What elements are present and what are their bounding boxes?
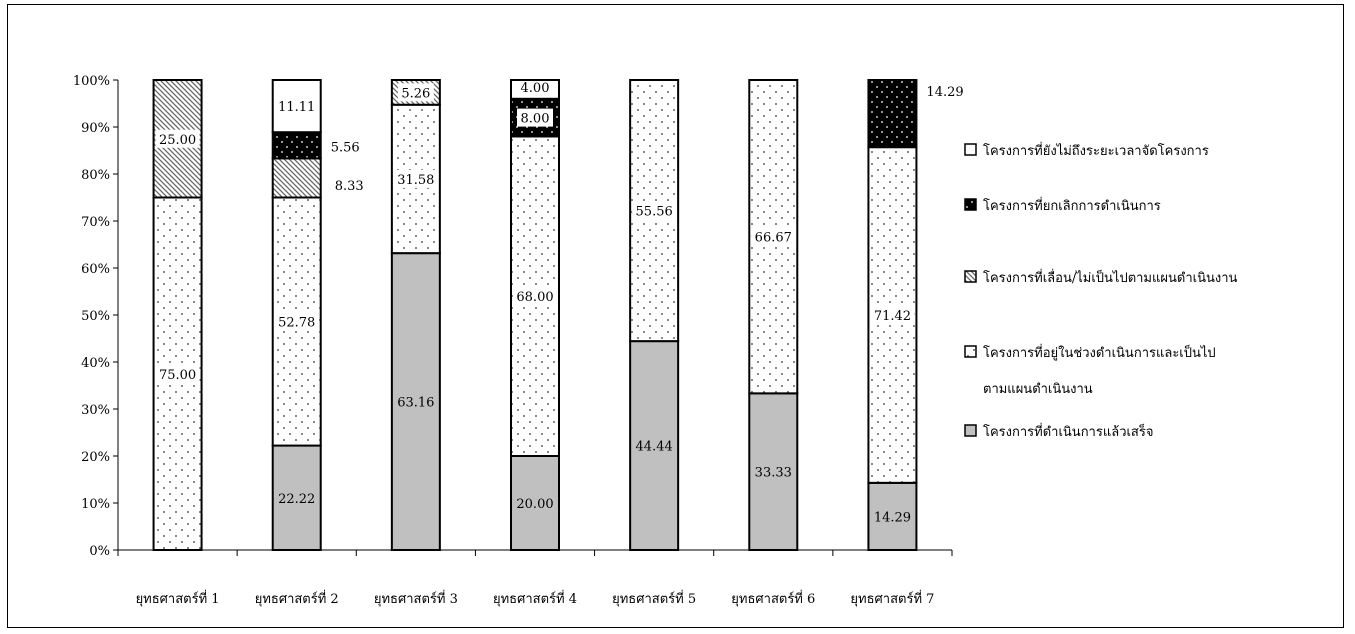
bars-group — [152, 79, 918, 552]
data-label: 22.22 — [278, 492, 315, 507]
y-tick-label: 40% — [81, 356, 110, 371]
data-label: 66.67 — [755, 231, 792, 246]
data-label-bg — [632, 201, 677, 220]
y-tick-label: 100% — [73, 74, 110, 89]
x-category-label: ยุทธศาสตร์ที่ 6 — [731, 590, 815, 607]
y-tick-label: 60% — [81, 262, 110, 277]
data-label-bg — [274, 312, 319, 331]
data-label: 33.33 — [755, 466, 792, 481]
data-label: 71.42 — [874, 309, 911, 324]
data-label: 63.16 — [397, 396, 434, 411]
data-label: 14.29 — [926, 85, 963, 100]
data-label-bg — [751, 462, 796, 481]
data-label-bg — [274, 97, 319, 116]
data-label-bg — [397, 83, 434, 102]
legend-label: โครงการที่อยู่ในช่วงดำเนินการและเป็นไป — [983, 343, 1216, 361]
data-label-bg — [155, 129, 200, 148]
y-tick-label: 10% — [81, 497, 110, 512]
chart-frame — [7, 4, 1344, 628]
legend-swatch — [964, 198, 977, 211]
data-label: 11.11 — [278, 100, 315, 115]
data-label: 44.44 — [636, 440, 673, 455]
data-label: 4.00 — [521, 81, 550, 96]
data-label: 52.78 — [278, 316, 315, 331]
x-category-label: ยุทธศาสตร์ที่ 4 — [493, 590, 577, 607]
x-category-label: ยุทธศาสตร์ที่ 2 — [255, 590, 339, 607]
y-tick-label: 0% — [89, 544, 110, 559]
legend-label: โครงการที่ดำเนินการแล้วเสร็จ — [983, 422, 1153, 440]
data-label-bg — [393, 392, 438, 411]
data-label: 8.00 — [521, 112, 550, 127]
data-label-bg — [393, 169, 438, 188]
legend-label: โครงการที่ยังไม่ถึงระยะเวลาจัดโครงการ — [983, 142, 1209, 159]
data-label-bg — [870, 507, 915, 526]
data-label: 5.26 — [401, 86, 430, 101]
data-label: 5.56 — [331, 140, 360, 155]
y-tick-label: 50% — [81, 309, 110, 324]
y-tick-label: 80% — [81, 168, 110, 183]
data-label-bg — [274, 488, 319, 507]
axes: 0% 10% 20% 30% 40% 50% 60% 70% 80% 90% 100% ยุทธศาส… — [73, 74, 953, 607]
data-label: 25.00 — [159, 133, 196, 148]
legend-swatch — [964, 270, 977, 283]
x-category-label: ยุทธศาสตร์ที่ 7 — [850, 590, 934, 607]
data-label: 31.58 — [397, 173, 434, 188]
data-label-bg — [517, 108, 553, 127]
legend-label: ตามแผนดำเนินงาน — [983, 382, 1093, 397]
legend-swatch — [964, 143, 977, 156]
bar-segment — [271, 157, 322, 199]
legend-label: โครงการที่เลื่อน/ไม่เป็นไปตามแผนดำเนินงา… — [983, 268, 1237, 286]
data-label-bg — [155, 364, 200, 383]
y-tick-label: 70% — [81, 215, 110, 230]
x-category-label: ยุทธศาสตร์ที่ 3 — [374, 590, 458, 607]
legend-swatch — [964, 424, 977, 437]
data-label-bg — [513, 494, 557, 512]
data-label-bg — [870, 306, 915, 324]
bar-segment — [867, 79, 918, 149]
bar-segment — [510, 79, 560, 100]
data-label: 8.33 — [335, 179, 364, 194]
data-label: 68.00 — [516, 290, 553, 305]
data-label: 75.00 — [159, 368, 196, 383]
data-label-bg — [513, 287, 557, 306]
data-label: 20.00 — [516, 497, 553, 512]
x-category-label: ยุทธศาสตร์ที่ 1 — [136, 590, 220, 607]
x-category-label: ยุทธศาสตร์ที่ 5 — [612, 590, 696, 607]
legend: โครงการที่ยังไม่ถึงระยะเวลาจัดโครงการโคร… — [964, 142, 1237, 440]
y-tick-label: 90% — [81, 121, 110, 136]
data-label: 14.29 — [874, 510, 911, 525]
data-label-bg — [751, 227, 796, 246]
y-tick-label: 20% — [81, 450, 110, 465]
legend-label: โครงการที่ยกเลิกการดำเนินการ — [983, 197, 1161, 214]
bar-segment — [271, 131, 322, 160]
data-label-bg — [632, 436, 677, 455]
legend-swatch — [964, 345, 977, 358]
data-labels-group: 75.00 25.00 22.22 52.78 8.33 5.56 11.11 63.16 31… — [155, 81, 964, 526]
y-tick-label: 30% — [81, 403, 110, 418]
data-label: 55.56 — [636, 205, 673, 220]
